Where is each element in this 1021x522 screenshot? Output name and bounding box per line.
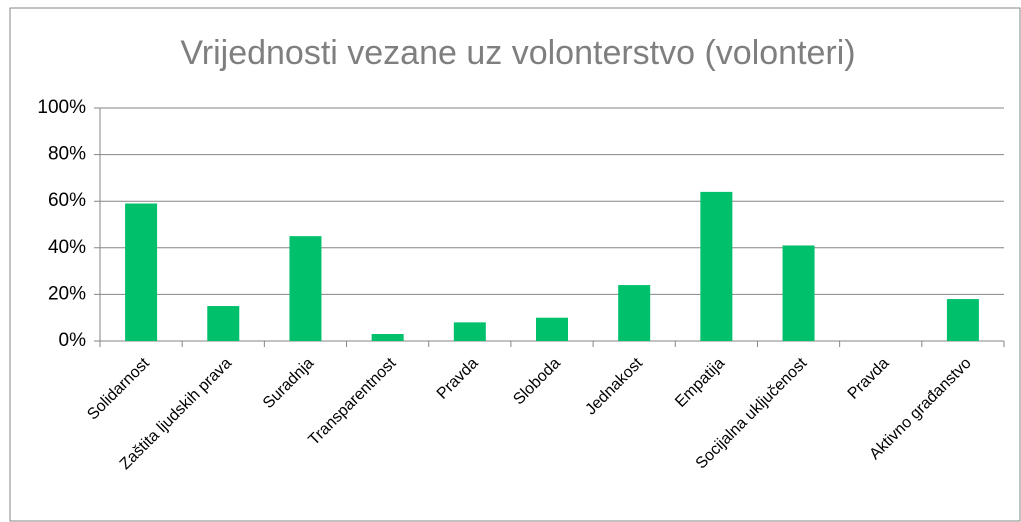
bar bbox=[946, 299, 979, 341]
bar bbox=[207, 306, 240, 341]
bar bbox=[125, 203, 158, 341]
chart-title: Vrijednosti vezane uz volonterstvo (volo… bbox=[180, 34, 855, 72]
y-tick-label: 0% bbox=[59, 330, 87, 351]
bar bbox=[371, 334, 404, 341]
bar bbox=[700, 191, 733, 341]
y-tick-label: 80% bbox=[48, 144, 86, 165]
y-tick-label: 40% bbox=[48, 237, 86, 258]
bar bbox=[453, 322, 486, 341]
y-tick-label: 100% bbox=[37, 97, 86, 118]
bar bbox=[536, 317, 568, 341]
bar bbox=[618, 285, 651, 341]
y-tick-label: 20% bbox=[48, 283, 86, 304]
chart-border bbox=[9, 7, 1021, 522]
y-tick-label: 60% bbox=[48, 190, 86, 211]
bar bbox=[289, 236, 322, 341]
bar bbox=[782, 245, 815, 341]
